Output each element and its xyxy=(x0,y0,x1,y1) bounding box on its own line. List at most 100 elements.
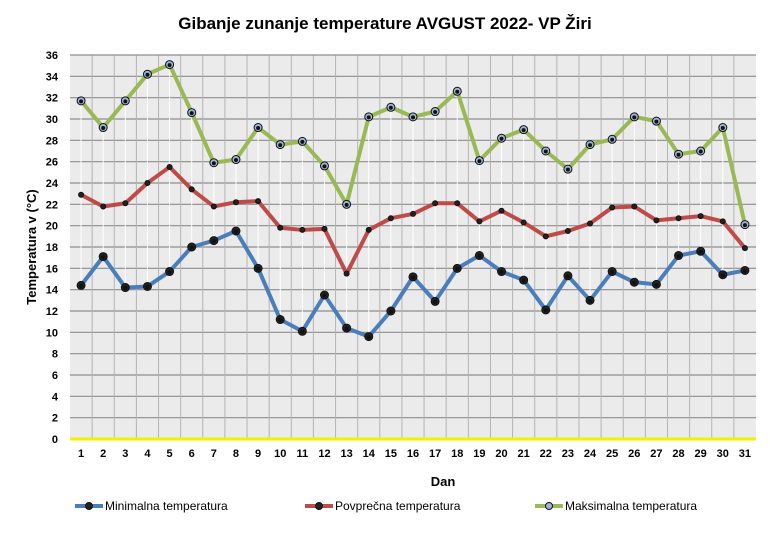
data-point xyxy=(321,225,328,232)
y-tick-label: 30 xyxy=(46,114,58,126)
data-point-core xyxy=(499,136,504,141)
data-point-core xyxy=(543,308,548,313)
data-point xyxy=(255,198,262,205)
data-point-core xyxy=(588,143,593,148)
data-point xyxy=(432,200,439,207)
y-tick-label: 12 xyxy=(46,306,58,318)
x-tick-label: 24 xyxy=(584,448,597,460)
data-point-core xyxy=(123,99,128,104)
data-point-core xyxy=(79,283,84,288)
data-point xyxy=(719,218,726,225)
chart-title: Gibanje zunanje temperature AVGUST 2022-… xyxy=(178,14,591,33)
x-tick-label: 30 xyxy=(717,448,729,460)
x-axis-label: Dan xyxy=(431,474,456,489)
y-axis-label: Temperatura v (°C) xyxy=(24,189,39,304)
data-point-core xyxy=(167,63,172,68)
data-point-core xyxy=(366,335,371,340)
data-point-core xyxy=(411,275,415,280)
data-point-core xyxy=(366,115,371,120)
x-tick-label: 10 xyxy=(274,448,286,460)
y-tick-label: 4 xyxy=(52,391,59,403)
data-point xyxy=(78,191,85,198)
data-point-core xyxy=(411,115,415,120)
data-point xyxy=(564,228,571,234)
data-point-core xyxy=(433,110,438,115)
data-point-core xyxy=(455,266,460,271)
x-tick-label: 2 xyxy=(100,448,106,460)
data-point-core xyxy=(433,299,438,304)
x-tick-label: 4 xyxy=(144,448,151,460)
x-tick-label: 15 xyxy=(385,448,397,460)
data-point-core xyxy=(720,126,725,131)
data-point xyxy=(675,215,682,222)
data-point-core xyxy=(698,249,703,254)
data-point-core xyxy=(477,159,482,164)
y-tick-label: 16 xyxy=(46,263,58,275)
data-point-core xyxy=(256,126,261,131)
data-point-core xyxy=(79,99,84,104)
data-point-core xyxy=(742,223,747,228)
data-point-core xyxy=(233,229,238,234)
data-point xyxy=(144,180,151,186)
x-tick-label: 21 xyxy=(518,448,530,460)
data-point xyxy=(232,199,239,206)
x-tick-label: 22 xyxy=(540,448,552,460)
y-tick-label: 24 xyxy=(46,178,59,190)
y-tick-label: 2 xyxy=(52,413,58,425)
data-point xyxy=(476,218,483,225)
x-tick-label: 7 xyxy=(211,448,217,460)
y-tick-label: 20 xyxy=(46,221,58,233)
y-tick-label: 36 xyxy=(46,50,58,62)
y-tick-label: 22 xyxy=(46,199,58,211)
data-point-core xyxy=(300,139,305,144)
data-point-core xyxy=(499,270,504,275)
data-point-core xyxy=(388,309,393,314)
data-point-core xyxy=(455,89,460,94)
y-tick-label: 0 xyxy=(52,434,58,446)
data-point-core xyxy=(145,72,150,77)
x-tick-labels: 1 2 3 4 5 6 7 8 9 10 11 12 13 14 15 16 17 18 19 20 21 22 23 24 2… xyxy=(78,448,751,460)
data-point-core xyxy=(233,158,238,163)
y-tick-label: 34 xyxy=(46,71,59,83)
data-point xyxy=(122,200,129,207)
data-point xyxy=(166,164,173,170)
x-tick-label: 16 xyxy=(407,448,419,460)
x-tick-label: 14 xyxy=(363,448,376,460)
x-tick-label: 17 xyxy=(429,448,441,460)
x-tick-label: 6 xyxy=(189,448,195,460)
data-point-core xyxy=(211,161,216,166)
data-point xyxy=(697,213,704,220)
x-tick-label: 25 xyxy=(606,448,618,460)
x-tick-label: 18 xyxy=(451,448,463,460)
data-point-core xyxy=(676,152,681,157)
data-point xyxy=(277,224,284,231)
y-tick-label: 10 xyxy=(46,327,58,339)
x-tick-label: 29 xyxy=(695,448,707,460)
series-lines xyxy=(76,60,750,342)
data-point-core xyxy=(344,326,349,331)
data-point-core xyxy=(742,268,747,273)
x-tick-label: 11 xyxy=(297,448,309,460)
data-point-core xyxy=(101,126,106,131)
data-point-core xyxy=(521,128,526,133)
data-point-core xyxy=(322,164,327,169)
data-point xyxy=(520,219,527,226)
legend-label: Minimalna temperatura xyxy=(105,499,228,513)
data-point-core xyxy=(565,274,570,279)
x-tick-label: 5 xyxy=(167,448,173,460)
data-point-core xyxy=(101,255,106,260)
y-tick-label: 6 xyxy=(52,370,58,382)
y-tick-label: 28 xyxy=(46,135,58,147)
legend-marker xyxy=(315,502,323,510)
y-tick-label: 32 xyxy=(46,93,58,105)
data-point-core xyxy=(654,282,659,287)
legend-label: Povprečna temperatura xyxy=(335,499,461,513)
data-point-core xyxy=(211,239,216,244)
data-point xyxy=(188,186,195,193)
x-tick-label: 12 xyxy=(318,448,330,460)
data-point xyxy=(653,217,660,224)
y-tick-label: 8 xyxy=(52,349,58,361)
data-point-core xyxy=(278,143,283,148)
x-tick-label: 3 xyxy=(122,448,128,460)
